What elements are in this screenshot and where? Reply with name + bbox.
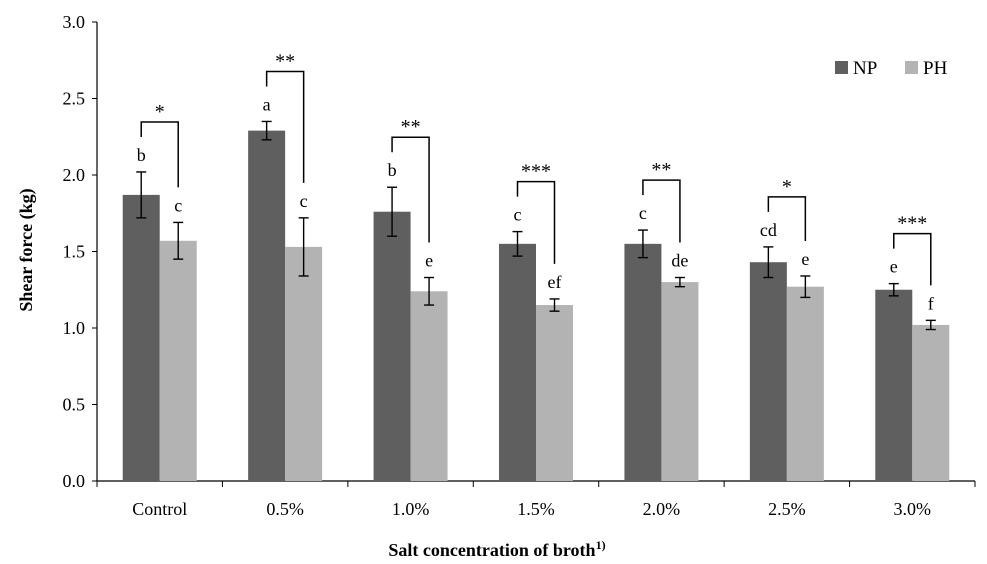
x-tick-label: 3.0% (894, 499, 932, 519)
y-tick-label: 2.0 (63, 165, 86, 185)
significance-stars: *** (897, 213, 927, 235)
x-axis: Control 0.5% 1.0% 1.5% 2.0% 2.5% 3.0% (96, 480, 976, 519)
significance-bracket (767, 196, 807, 241)
legend-label-np: NP (853, 58, 877, 79)
bar-ph (536, 305, 573, 481)
significance-stars: *** (521, 161, 551, 183)
significance-bracket (642, 179, 681, 243)
significance-bracket (140, 121, 179, 188)
bar-np (624, 243, 662, 481)
x-tick-label: 0.5% (266, 499, 304, 519)
significance-stars: ** (651, 159, 671, 181)
legend: NP PH (835, 58, 948, 79)
bar-np (373, 211, 411, 481)
significance-letter: e (425, 251, 433, 271)
significance-letter: c (639, 203, 647, 223)
significance-bracket (893, 232, 932, 286)
significance-bracket (516, 180, 556, 264)
significance-stars: * (155, 101, 165, 123)
significance-letter: c (300, 191, 308, 211)
significance-bracket (265, 70, 305, 183)
x-axis-title-superscript: 1) (596, 538, 606, 552)
bar-ph (410, 291, 448, 481)
x-tick-label: Control (132, 499, 187, 519)
annotations: bc* ac**be**cef***cde**cde*ef*** (137, 50, 934, 313)
significance-letter: c (514, 205, 522, 225)
x-tick-label: 2.0% (643, 499, 681, 519)
y-tick-label: 1.0 (63, 318, 86, 338)
significance-letter: b (388, 160, 397, 180)
significance-stars: * (782, 176, 792, 198)
significance-letter: de (671, 251, 688, 271)
significance-letter: e (890, 257, 898, 277)
significance-stars: ** (275, 50, 295, 72)
legend-label-ph: PH (923, 58, 948, 79)
bar-ph (912, 324, 950, 481)
significance-bracket (391, 136, 430, 243)
significance-letter: cd (760, 220, 777, 240)
significance-letter: f (928, 293, 934, 313)
y-tick-label: 3.0 (63, 12, 86, 32)
significance-letter: ef (548, 272, 562, 292)
y-tick-label: 0.5 (63, 395, 86, 415)
bar-np (875, 289, 913, 481)
significance-letter: e (801, 249, 809, 269)
y-axis-title: Shear force (kg) (16, 188, 37, 311)
bars (122, 120, 950, 481)
significance-letter: b (137, 145, 146, 165)
bar-np (749, 262, 787, 481)
bar-ph (159, 240, 197, 481)
x-tick-label: 2.5% (768, 499, 806, 519)
x-tick-label: 1.0% (392, 499, 430, 519)
bar-np (499, 243, 536, 481)
legend-swatch-ph (905, 61, 918, 74)
y-tick-label: 0.0 (63, 471, 86, 491)
x-axis-title: Salt concentration of broth1) (388, 538, 605, 560)
x-axis-title-text: Salt concentration of broth (388, 540, 595, 560)
bar-np (122, 194, 160, 481)
significance-stars: ** (401, 116, 421, 138)
significance-letter: c (174, 195, 182, 215)
legend-swatch-np (835, 61, 848, 74)
significance-letter: a (263, 94, 271, 114)
bar-ph (661, 282, 699, 481)
y-axis: 0.0 0.5 1.0 1.5 2.0 2.5 3.0 (63, 12, 98, 491)
bar-ph (786, 286, 824, 481)
bar-np (248, 130, 286, 481)
bar-ph (285, 246, 323, 481)
y-tick-label: 2.5 (63, 89, 86, 109)
y-tick-label: 1.5 (63, 242, 86, 262)
x-tick-label: 1.5% (517, 499, 555, 519)
